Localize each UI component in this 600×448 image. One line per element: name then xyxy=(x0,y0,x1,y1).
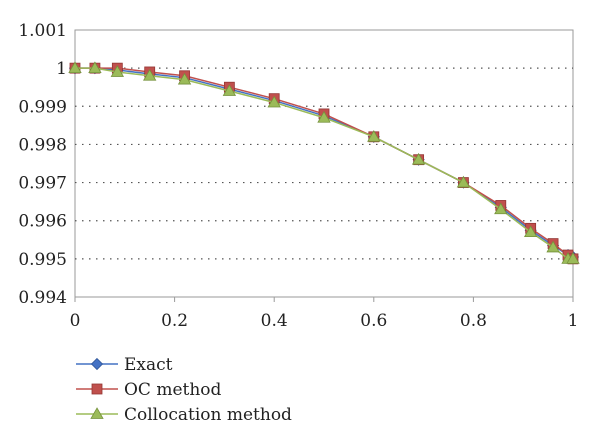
legend-marker xyxy=(90,357,104,371)
x-tick-label: 0.2 xyxy=(161,311,188,331)
series-collocation-method xyxy=(68,61,580,264)
legend-marker xyxy=(90,407,104,419)
legend-item: OC method xyxy=(76,380,222,400)
data-point xyxy=(546,240,560,253)
x-axis-ticks: 0 0.2 0.4 0.6 0.8 1 xyxy=(70,297,579,331)
series-line xyxy=(75,67,573,260)
series-line xyxy=(75,67,574,258)
legend-marker xyxy=(91,383,103,395)
y-tick-label: 0.996 xyxy=(18,212,67,232)
data-point xyxy=(367,129,381,142)
y-tick-label: 0.998 xyxy=(18,135,67,155)
data-point xyxy=(88,61,102,74)
x-tick-label: 1 xyxy=(568,311,579,331)
legend-item: Collocation method xyxy=(76,405,292,425)
data-point xyxy=(317,110,331,123)
x-tick-label: 0.8 xyxy=(460,311,487,331)
y-tick-label: 0.994 xyxy=(18,288,67,308)
series-line xyxy=(75,67,574,260)
data-point xyxy=(68,61,82,74)
data-point xyxy=(110,65,125,77)
x-tick-label: 0 xyxy=(70,311,81,331)
legend-item: Exact xyxy=(76,355,173,375)
y-tick-label: 0.995 xyxy=(18,250,67,270)
y-axis-ticks: 0.994 0.995 0.996 0.997 0.998 0.999 1 1.001 xyxy=(18,21,67,308)
data-point xyxy=(523,225,538,238)
y-tick-label: 0.999 xyxy=(18,97,67,117)
legend-label: Collocation method xyxy=(124,405,292,425)
y-tick-label: 1 xyxy=(56,59,67,79)
data-point xyxy=(411,152,426,165)
legend-label: OC method xyxy=(124,380,222,400)
legend-label: Exact xyxy=(124,355,173,375)
data-point xyxy=(143,68,157,81)
data-point xyxy=(494,202,508,215)
series-layer xyxy=(68,61,580,265)
data-point xyxy=(177,72,192,85)
x-tick-label: 0.4 xyxy=(261,311,288,331)
legend: Exact OC method Collocation method xyxy=(76,355,292,425)
x-tick-label: 0.6 xyxy=(360,311,387,331)
y-tick-label: 0.997 xyxy=(18,174,67,194)
data-point xyxy=(566,252,580,264)
data-point xyxy=(222,84,237,96)
y-tick-label: 1.001 xyxy=(18,21,67,41)
data-point xyxy=(267,95,281,108)
data-point xyxy=(456,175,471,188)
